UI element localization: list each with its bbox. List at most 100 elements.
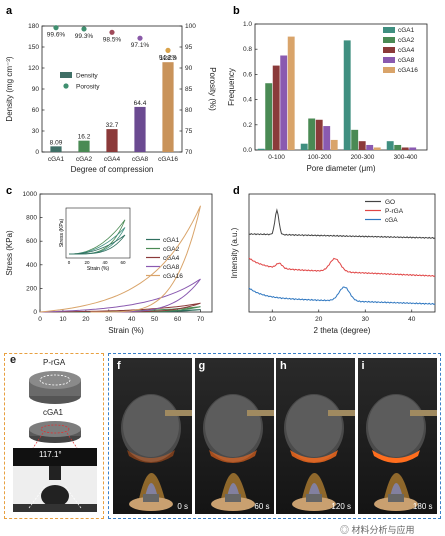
- frequency-bar: [287, 36, 295, 150]
- contact-angle-value: 117.1°: [39, 450, 62, 459]
- frequency-bar: [409, 147, 417, 150]
- panel-b-chart: b 0.0 0.2 0.4 0.6 0.8 1.0 0-100 100-200 200-300 3…: [227, 5, 428, 173]
- x-tick-label: 60: [174, 316, 182, 323]
- y2-tick-label: 70: [185, 149, 193, 156]
- flame-test-scene: [121, 394, 192, 511]
- density-bar: [162, 62, 174, 152]
- flame-photo-g: g 60 s: [194, 358, 274, 514]
- y-tick-label: 0.0: [243, 147, 252, 154]
- x-axis-label: 2 theta (degree): [314, 326, 371, 335]
- frequency-bar: [323, 126, 331, 150]
- x-tick-label: 200-300: [351, 154, 375, 161]
- frequency-bar: [401, 147, 409, 150]
- legend-entry: cGA8: [398, 57, 415, 64]
- legend-swatch: [383, 27, 395, 33]
- legend-density-swatch: [60, 72, 72, 78]
- x-tick-label: 30: [362, 316, 370, 323]
- frequency-bar: [394, 144, 402, 150]
- y-tick-label: 60: [32, 107, 40, 114]
- y-tick-label: 400: [26, 262, 37, 269]
- y-tick-label: 0.6: [243, 71, 252, 78]
- x-tick-label: cGA1: [48, 156, 65, 163]
- y2-tick-label: 100: [185, 23, 196, 30]
- xrd-pattern: [248, 286, 436, 305]
- stress-strain-curve: [39, 205, 201, 313]
- x-tick-label: 20: [82, 316, 90, 323]
- density-value-label: 64.4: [134, 100, 147, 107]
- y-tick-label: 0: [33, 309, 37, 316]
- x-tick-label: 10: [269, 316, 277, 323]
- frequency-bar: [386, 141, 394, 150]
- porosity-point: [137, 35, 143, 41]
- x-tick-label: 100-200: [308, 154, 332, 161]
- panel-e-frame: e P-rGA cGA1 117.1°: [4, 353, 104, 519]
- watermark-text: 材料分析与应用: [351, 525, 415, 535]
- legend-entry: cGA16: [398, 67, 418, 74]
- density-value-label: 32.7: [106, 122, 119, 129]
- legend-entry: P-rGA: [385, 208, 404, 215]
- x-tick-label: 30: [105, 316, 113, 323]
- panel-label-d: d: [233, 185, 240, 197]
- legend-density: Density: [76, 73, 98, 80]
- y-axis-label: Intensity (a.u.): [230, 227, 239, 278]
- legend-entry: GO: [385, 199, 395, 206]
- legend-swatch: [383, 47, 395, 53]
- frequency-bar: [280, 55, 288, 150]
- frequency-bar: [343, 40, 351, 150]
- y-tick-label: 1.0: [243, 21, 252, 28]
- legend-swatch: [383, 37, 395, 43]
- porosity-value-label: 99.6%: [47, 32, 66, 39]
- inset-x-tick-label: 40: [102, 260, 108, 265]
- y2-tick-label: 80: [185, 107, 193, 114]
- panel-d-chart: d 10 20 30 40 GO P-rGA cGA 2 theta (degree) Inte…: [230, 185, 436, 335]
- y2-tick-label: 85: [185, 86, 193, 93]
- x-axis-label: Degree of compression: [71, 165, 154, 174]
- panel-label-e: e: [8, 354, 19, 366]
- density-bar: [106, 129, 118, 152]
- flame-test-scene: [365, 394, 437, 511]
- y-tick-label: 0.2: [243, 122, 252, 129]
- panel-label-f: f: [117, 360, 121, 372]
- flame-photo-i: i 180 s: [357, 358, 437, 514]
- frequency-bar: [351, 129, 359, 150]
- frequency-bar: [257, 148, 265, 150]
- time-label: 180 s: [412, 502, 433, 511]
- y2-tick-label: 95: [185, 44, 193, 51]
- time-label: 120 s: [331, 502, 351, 511]
- porosity-value-label: 99.3%: [75, 33, 94, 40]
- density-bar: [134, 106, 146, 152]
- panel-a-chart: a 0 30 60 90 120 150 180 70 75 80 85 90 95 100 8.09 cGA…: [5, 5, 217, 174]
- plot-frame: [248, 193, 436, 313]
- inset-curve: [69, 234, 126, 255]
- density-value-label: 8.09: [50, 139, 63, 146]
- flame-photo-h: h 120 s: [276, 358, 355, 514]
- frequency-bar: [373, 147, 381, 150]
- cga1-disk: [29, 421, 81, 448]
- x-axis-label: Strain (%): [108, 326, 144, 335]
- inset-x-tick-label: 60: [120, 260, 126, 265]
- legend-entry: cGA4: [398, 47, 415, 54]
- x-axis-label: Pore diameter (μm): [306, 164, 375, 173]
- x-tick-label: 0: [38, 316, 42, 323]
- panel-label-c: c: [6, 185, 12, 197]
- p-rga-cylinder: [29, 371, 81, 404]
- y-tick-label: 0.4: [243, 97, 252, 104]
- legend-entry: cGA2: [398, 37, 415, 44]
- legend-entry: cGA: [385, 217, 398, 224]
- panel-c-chart: c 0 10 20 30 40 50 60 7002004006008001000cGA1cG…: [5, 185, 213, 335]
- y-tick-label: 30: [32, 128, 40, 135]
- legend-entry: cGA8: [163, 264, 180, 271]
- frequency-bar: [272, 65, 280, 150]
- frequency-bar: [330, 139, 338, 150]
- panel-label-h: h: [280, 360, 287, 372]
- x-tick-label: 40: [128, 316, 136, 323]
- legend-entry: cGA2: [163, 246, 180, 253]
- p-rga-label: P-rGA: [43, 358, 66, 367]
- x-tick-label: 40: [408, 316, 416, 323]
- porosity-value-label: 97.1%: [131, 42, 150, 49]
- x-tick-label: 300-400: [394, 154, 418, 161]
- x-tick-label: 0-100: [268, 154, 285, 161]
- x-tick-label: 10: [59, 316, 67, 323]
- y-axis-label: Frequency: [227, 68, 236, 106]
- droplet-icon: [13, 485, 97, 512]
